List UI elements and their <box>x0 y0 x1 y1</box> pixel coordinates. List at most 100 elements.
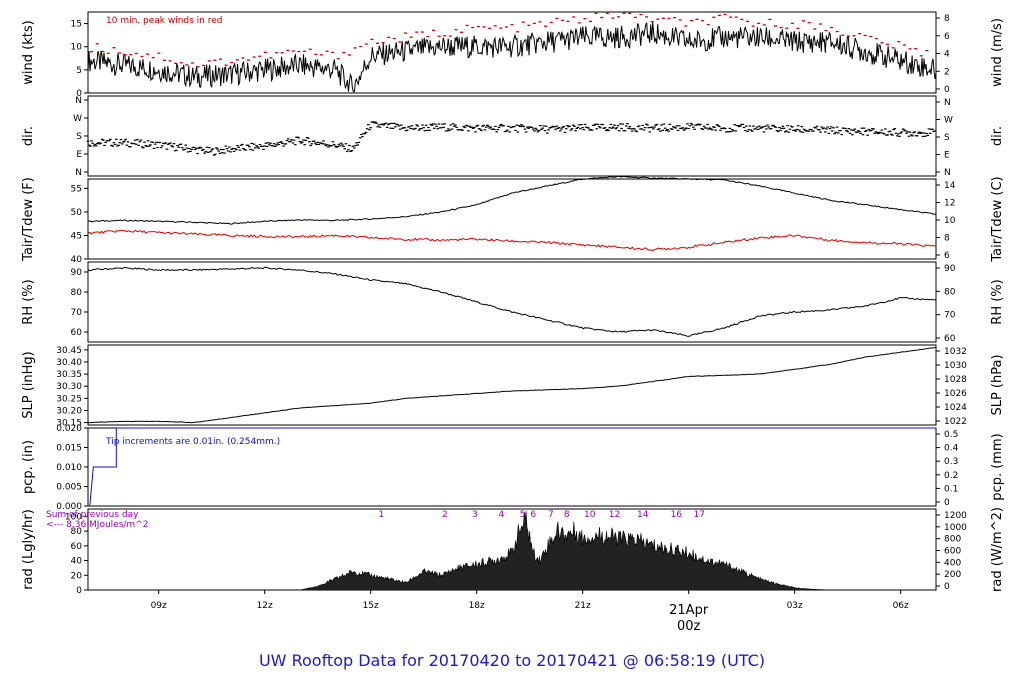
pcp-right-tick-label: 0.5 <box>944 430 958 440</box>
date-label: 21Apr <box>669 603 709 618</box>
wind-left-tick-label: 10 <box>71 43 83 53</box>
pcp-right-tick-label: 0.1 <box>944 484 958 494</box>
rad-left-tick-label: 60 <box>71 542 83 552</box>
pcp-right-tick-label: 0 <box>944 498 950 508</box>
wind-left-tick-label: 0 <box>76 89 82 99</box>
rh-left-tick-label: 60 <box>71 328 83 338</box>
slp-right-tick-label: 1022 <box>944 417 967 427</box>
solar-sum-value: <--- 8.36 MJoules/m^2 <box>46 520 148 530</box>
solar-hour-label: 4 <box>499 510 505 520</box>
wind-right-tick-label: 6 <box>944 32 950 42</box>
pcp-right-tick-label: 0.2 <box>944 471 958 481</box>
temp-frame <box>87 178 937 260</box>
slp-left-tick-label: 30.20 <box>56 406 82 416</box>
rad-right-tick-label: 800 <box>944 535 961 545</box>
rad-right-tick-label: 1000 <box>944 523 967 533</box>
time-tick-label: 18z <box>469 601 485 611</box>
rad-left-tick-label: 20 <box>71 571 83 581</box>
wind-frame <box>87 11 937 94</box>
date-tick-label: 00z <box>677 619 701 634</box>
temp-right-tick-label: 12 <box>944 199 955 209</box>
pcp-ylabel-right: pcp. (mm) <box>990 433 1005 500</box>
slp-ylabel-right: SLP (hPa) <box>990 354 1005 415</box>
dir-left-tick-label: W <box>73 114 82 124</box>
dir-left-tick-label: E <box>76 150 82 160</box>
pcp-left-tick-label: 0.000 <box>56 502 82 512</box>
rad-left-tick-label: 0 <box>76 586 82 596</box>
slp-frame <box>87 344 937 426</box>
solar-hour-label: 14 <box>637 510 649 520</box>
rh-left-tick-label: 70 <box>71 308 83 318</box>
rad-left-tick-label: 40 <box>71 557 83 567</box>
rh-frame <box>87 261 937 343</box>
wind-ylabel-left: wind (kts) <box>21 20 36 84</box>
dir-right-tick-label: E <box>944 151 950 161</box>
dir-left-tick-label: N <box>75 96 82 106</box>
rh-rh-line <box>87 266 937 337</box>
slp-right-tick-label: 1026 <box>944 389 967 399</box>
dir-right-tick-label: S <box>944 133 950 143</box>
slp-left-tick-label: 30.40 <box>56 358 82 368</box>
dir-right-tick-label: W <box>944 116 953 126</box>
wind-right-tick-label: 0 <box>944 85 950 95</box>
time-tick-label: 21z <box>575 601 591 611</box>
dir-left-tick-label: S <box>76 132 82 142</box>
temp-air-line <box>87 175 937 225</box>
solar-hour-label: 10 <box>584 510 596 520</box>
panel-wind: 0 5 10 15 0 2 4 6 8 wind (kts) wind (m/s) 10 min. p… <box>21 11 1005 99</box>
solar-hour-label: 3 <box>472 510 478 520</box>
temp-right-tick-label: 6 <box>944 251 950 261</box>
rh-ylabel-right: RH (%) <box>990 279 1005 324</box>
tip-increment-note: Tip increments are 0.01in. (0.254mm.) <box>105 437 280 447</box>
pcp-right-tick-label: 0.3 <box>944 457 958 467</box>
slp-left-tick-label: 30.45 <box>56 346 82 356</box>
temp-left-tick-label: 45 <box>71 231 82 241</box>
solar-hour-label: 17 <box>694 510 705 520</box>
panel-pcp: 0.000 0.005 0.010 0.015 0.020 0 0.1 0.2 0.3 0.4 0.… <box>21 424 1005 512</box>
rh-right-tick-label: 60 <box>944 334 956 344</box>
rh-left-tick-label: 80 <box>71 288 83 298</box>
temp-left-tick-label: 40 <box>71 255 83 265</box>
peak-wind-note: 10 min. peak winds in red <box>106 16 223 26</box>
time-tick-label: 12z <box>257 601 273 611</box>
rad-right-tick-label: 200 <box>944 570 961 580</box>
slp-ylabel-left: SLP (inHg) <box>21 351 36 419</box>
dir-ylabel-left: dir. <box>21 126 36 146</box>
rad-right-tick-label: 600 <box>944 547 961 557</box>
temp-left-tick-label: 55 <box>71 184 82 194</box>
wind-left-tick-label: 15 <box>71 20 82 30</box>
time-tick-label: 06z <box>893 601 909 611</box>
dir-ylabel-right: dir. <box>990 126 1005 146</box>
wind-right-tick-label: 8 <box>944 14 950 24</box>
pcp-left-tick-label: 0.020 <box>56 424 82 434</box>
wind-right-tick-label: 2 <box>944 67 950 77</box>
temp-left-tick-label: 50 <box>71 208 83 218</box>
time-tick-label: 03z <box>787 601 803 611</box>
rad-ylabel-left: rad (Lgly/hr) <box>21 509 36 590</box>
solar-hour-label: 2 <box>442 510 448 520</box>
rad-right-tick-label: 400 <box>944 558 961 568</box>
slp-right-tick-label: 1032 <box>944 347 967 357</box>
wind-right-tick-label: 4 <box>944 50 950 60</box>
temp-right-tick-label: 14 <box>944 181 956 191</box>
temp-dew-line <box>87 229 936 252</box>
dir-left-tick-label: N <box>75 168 82 178</box>
panel-slp: 30.15 30.20 30.25 30.30 30.35 30.40 30.45 1022 1… <box>21 344 1005 429</box>
wind-series-line <box>87 21 937 93</box>
wind-left-tick-label: 5 <box>76 66 82 76</box>
rh-right-tick-label: 80 <box>944 287 956 297</box>
solar-hour-label: 8 <box>564 510 570 520</box>
solar-hour-label: 1 <box>378 510 384 520</box>
solar-sum-label: Sum of previous day <box>46 510 139 520</box>
dir-right-tick-label: N <box>944 168 951 178</box>
slp-right-tick-label: 1024 <box>944 403 967 413</box>
slp-right-tick-label: 1028 <box>944 375 967 385</box>
rh-left-tick-label: 90 <box>71 268 83 278</box>
time-tick-label: 09z <box>151 601 167 611</box>
rad-left-tick-label: 80 <box>71 527 83 537</box>
